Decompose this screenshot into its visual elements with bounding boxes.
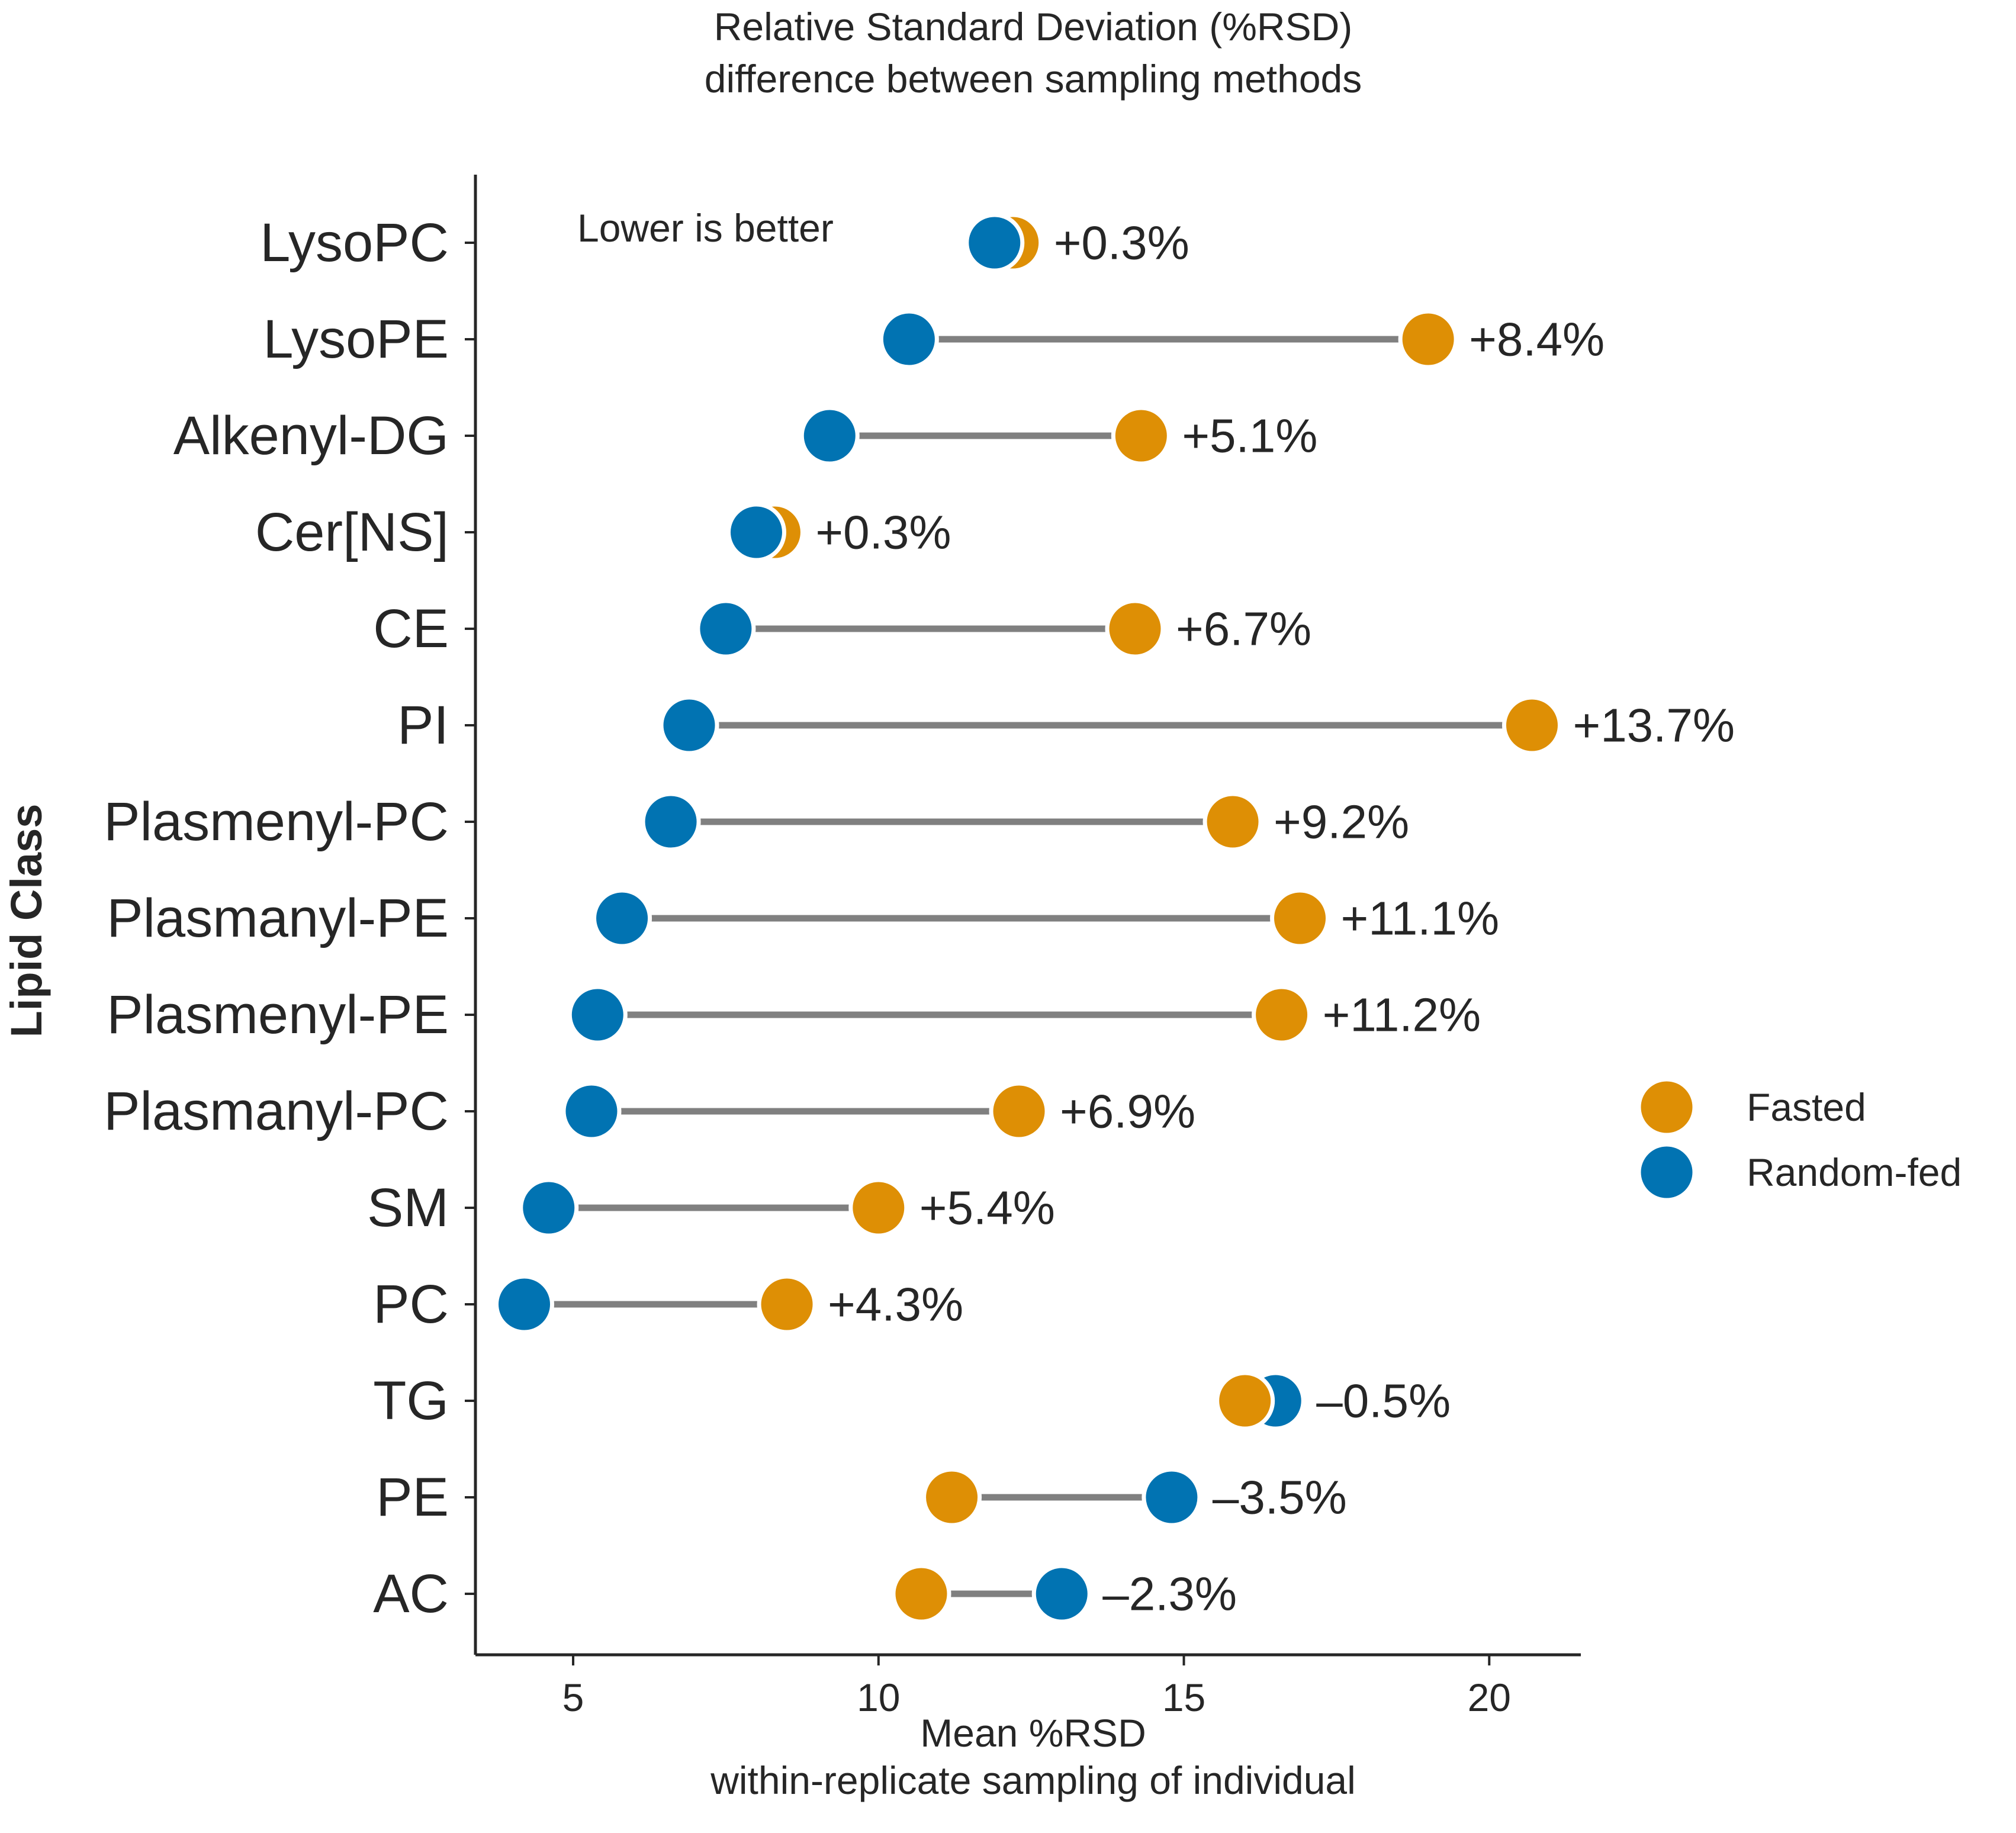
difference-label: +6.9% bbox=[1060, 1085, 1195, 1138]
y-tick-label: PI bbox=[397, 695, 449, 755]
random-fed-point bbox=[641, 792, 701, 852]
data-points bbox=[494, 213, 1562, 1624]
x-axis-label-line-2: within-replicate sampling of individual bbox=[710, 1758, 1356, 1802]
y-tick-label: Plasmanyl-PE bbox=[107, 888, 449, 948]
axes: 5 10 15 20 LysoPC LysoPE Alkenyl-DG Cer[NS] CE PI… bbox=[104, 175, 1581, 1719]
fasted-point bbox=[1111, 406, 1171, 466]
difference-label: –3.5% bbox=[1213, 1471, 1347, 1524]
y-tick-label: PE bbox=[376, 1467, 449, 1528]
difference-label: +0.3% bbox=[1054, 217, 1189, 269]
fasted-point bbox=[1202, 792, 1263, 852]
difference-label: +13.7% bbox=[1573, 699, 1735, 752]
random-fed-point bbox=[592, 888, 652, 948]
y-tick-label: Plasmenyl-PE bbox=[107, 985, 449, 1045]
difference-label: +11.2% bbox=[1323, 989, 1481, 1041]
difference-label: +8.4% bbox=[1469, 313, 1605, 366]
legend: Fasted Random-fed bbox=[1636, 1077, 1962, 1202]
random-fed-point bbox=[494, 1274, 555, 1334]
chart-title-line-2: difference between sampling methods bbox=[705, 57, 1362, 101]
fasted-point bbox=[1215, 1371, 1275, 1431]
lower-is-better-annotation: Lower is better bbox=[577, 206, 834, 250]
chart-title-line-1: Relative Standard Deviation (%RSD) bbox=[714, 5, 1352, 49]
fasted-point bbox=[757, 1274, 817, 1334]
x-tick-label: 10 bbox=[857, 1676, 900, 1719]
fasted-point bbox=[1270, 888, 1330, 948]
difference-labels: +0.3% +8.4% +5.1% +0.3% +6.7% +13.7% +9.2% +11.… bbox=[815, 217, 1735, 1620]
fasted-point bbox=[922, 1467, 982, 1528]
legend-random-fed-marker bbox=[1636, 1142, 1697, 1202]
y-tick-label: LysoPC bbox=[260, 213, 449, 273]
difference-label: +5.4% bbox=[919, 1182, 1055, 1234]
difference-label: +9.2% bbox=[1274, 796, 1409, 848]
x-tick-label: 20 bbox=[1468, 1676, 1511, 1719]
fasted-point bbox=[1252, 985, 1312, 1045]
x-axis-label-line-1: Mean %RSD bbox=[920, 1711, 1146, 1755]
random-fed-point bbox=[1142, 1467, 1202, 1528]
x-tick-label: 5 bbox=[562, 1676, 584, 1719]
y-axis-label: Lipid Class bbox=[2, 804, 51, 1038]
fasted-point bbox=[989, 1081, 1049, 1141]
y-tick-label: AC bbox=[373, 1564, 449, 1624]
x-tick-label: 15 bbox=[1162, 1676, 1205, 1719]
random-fed-point bbox=[879, 309, 939, 369]
fasted-point bbox=[891, 1564, 951, 1624]
difference-label: +4.3% bbox=[828, 1278, 963, 1331]
random-fed-point bbox=[696, 599, 756, 659]
random-fed-point bbox=[964, 213, 1025, 273]
random-fed-point bbox=[726, 502, 786, 562]
difference-label: +6.7% bbox=[1176, 603, 1311, 655]
legend-fasted-marker bbox=[1636, 1077, 1697, 1137]
y-tick-label: Plasmenyl-PC bbox=[104, 792, 449, 852]
legend-label: Random-fed bbox=[1747, 1150, 1962, 1194]
difference-label: –2.3% bbox=[1102, 1568, 1237, 1620]
fasted-point bbox=[848, 1178, 909, 1238]
difference-label: +11.1% bbox=[1341, 892, 1500, 945]
y-tick-label: LysoPE bbox=[263, 309, 449, 369]
legend-label: Fasted bbox=[1747, 1085, 1866, 1129]
random-fed-point bbox=[1031, 1564, 1092, 1624]
y-tick-label: PC bbox=[373, 1274, 449, 1334]
difference-label: +5.1% bbox=[1182, 410, 1317, 462]
y-tick-label: Cer[NS] bbox=[255, 502, 449, 562]
y-tick-label: CE bbox=[373, 599, 449, 659]
fasted-point bbox=[1501, 695, 1562, 755]
random-fed-point bbox=[567, 985, 628, 1045]
random-fed-point bbox=[561, 1081, 622, 1141]
fasted-point bbox=[1105, 599, 1165, 659]
random-fed-point bbox=[519, 1178, 579, 1238]
fasted-point bbox=[1398, 309, 1458, 369]
random-fed-point bbox=[799, 406, 860, 466]
y-tick-label: TG bbox=[373, 1371, 449, 1431]
difference-label: –0.5% bbox=[1316, 1375, 1451, 1427]
difference-label: +0.3% bbox=[815, 506, 951, 559]
y-tick-label: Alkenyl-DG bbox=[173, 406, 449, 466]
random-fed-point bbox=[659, 695, 719, 755]
y-tick-label: Plasmanyl-PC bbox=[104, 1081, 449, 1141]
y-tick-label: SM bbox=[367, 1178, 449, 1238]
